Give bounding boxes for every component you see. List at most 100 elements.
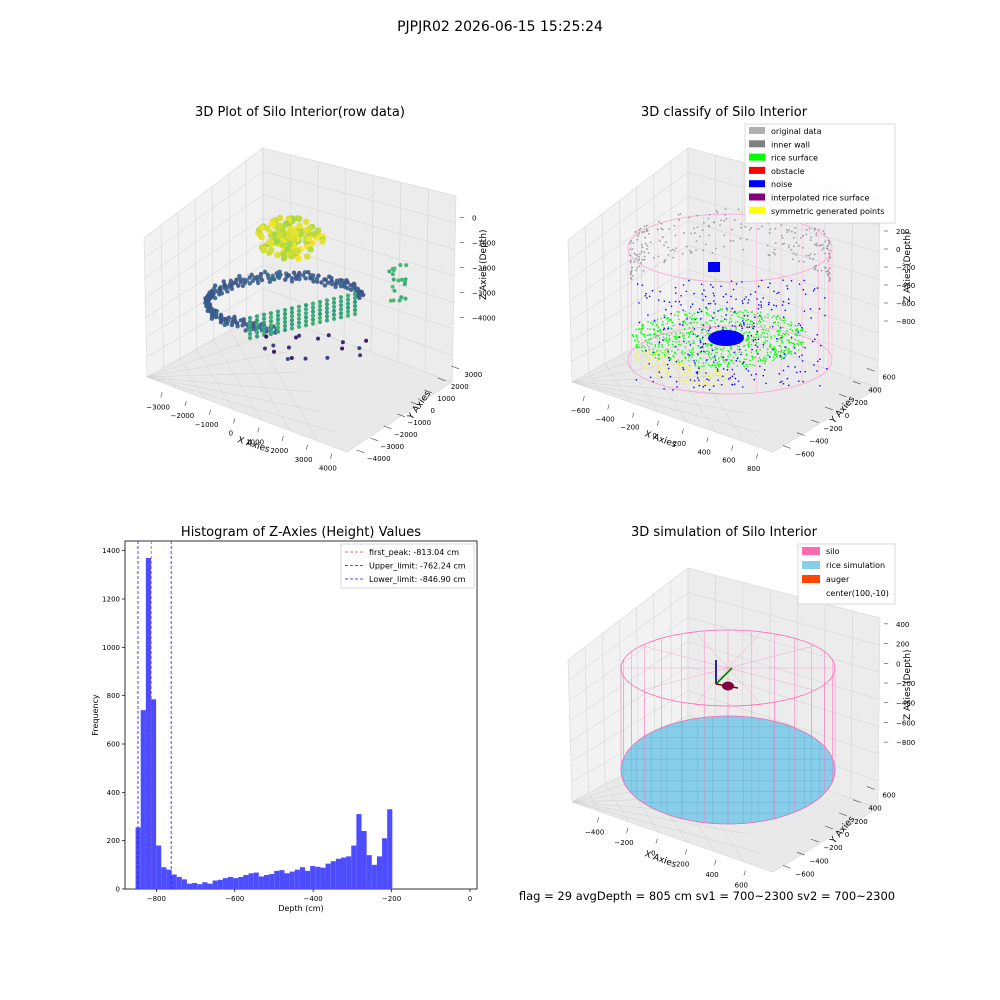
noise-point [752, 327, 755, 330]
data-point [235, 324, 240, 329]
noise-point [813, 364, 815, 366]
noise-point [749, 293, 752, 296]
rice-point [711, 347, 713, 349]
rice-point [649, 328, 651, 330]
rice-point [698, 311, 700, 314]
rice-point [632, 336, 635, 338]
y-tick-label: 1200 [102, 596, 120, 604]
symmetric-point [696, 381, 698, 384]
classify-z-tick-label: −400 [896, 282, 915, 290]
raw-z-tick-label: 0 [472, 215, 476, 223]
rice-point [710, 315, 713, 317]
rice-point [760, 324, 763, 327]
data-point [345, 280, 350, 285]
rice-point [776, 355, 778, 358]
symmetric-point [651, 355, 654, 358]
tick-mark [681, 429, 684, 435]
histogram-reference-lines [137, 541, 172, 889]
data-point [296, 320, 302, 325]
noise-point [741, 300, 744, 302]
y-tick-label: 0 [116, 886, 120, 894]
auger-body [722, 681, 734, 691]
wall-point [629, 248, 632, 251]
tick-mark [810, 419, 819, 423]
rice-point [642, 344, 644, 347]
symmetric-point [698, 372, 700, 375]
rice-point [705, 312, 708, 315]
noise-point [757, 307, 760, 310]
rice-point [769, 326, 771, 328]
tick-mark [370, 437, 379, 442]
legend-label: noise [771, 180, 792, 189]
rice-point [783, 322, 786, 324]
data-point [340, 340, 345, 345]
symmetric-point [657, 368, 660, 370]
tick-mark [397, 413, 406, 418]
noise-point [769, 282, 771, 285]
grid-line [397, 182, 402, 363]
wall-point [659, 240, 661, 242]
noise-point [714, 355, 716, 357]
wall-point [814, 268, 817, 270]
classify-y-tick-label: 200 [854, 399, 867, 407]
symmetric-point [688, 376, 690, 379]
noise-point [682, 366, 684, 369]
data-point [357, 346, 362, 351]
symmetric-point [683, 379, 686, 382]
data-point [397, 298, 402, 303]
symmetric-point [694, 374, 696, 377]
rice-point [706, 358, 709, 361]
symmetric-point [663, 349, 666, 351]
histogram-x-ticks: −800 −600 −400 −200 0 [147, 889, 472, 903]
wall-point [774, 227, 777, 230]
noise-point [799, 324, 802, 327]
noise-point [709, 327, 711, 329]
noise-point [693, 359, 695, 362]
rice-point [711, 343, 713, 345]
noise-point [700, 346, 702, 349]
rice-point [732, 356, 735, 359]
noise-point [693, 386, 695, 389]
rice-point [709, 343, 712, 345]
wall-point [689, 232, 692, 235]
rice-point [757, 321, 760, 323]
rice-point [736, 364, 739, 367]
wall-point [715, 209, 718, 212]
data-point [280, 255, 288, 262]
rice-point [689, 331, 692, 334]
raw-y-tick-label: −4000 [367, 455, 391, 463]
raw-z-ticks: 0−1000−2000−3000−4000 [460, 215, 496, 323]
rice-point [759, 359, 762, 361]
symmetric-point [699, 380, 701, 383]
data-point [322, 283, 328, 288]
wall-point [822, 247, 825, 250]
noise-point [743, 298, 746, 300]
rice-point [728, 321, 731, 324]
wall-point [827, 270, 829, 273]
noise-point [702, 324, 705, 327]
data-point [403, 296, 408, 301]
symmetric-point [687, 375, 689, 377]
noise-point [811, 340, 814, 343]
symmetric-point [649, 357, 651, 360]
wall-point [828, 272, 831, 275]
grid-line [670, 161, 672, 328]
noise-point [645, 292, 647, 295]
legend-label: first_peak: -813.04 cm [369, 548, 459, 557]
rice-point [796, 342, 799, 345]
rice-point [742, 345, 745, 347]
rice-point [668, 318, 671, 321]
tick-mark [160, 392, 163, 398]
rice-point [730, 320, 733, 323]
noise-point [798, 322, 800, 325]
rice-point [688, 322, 691, 324]
data-point [243, 328, 248, 333]
rice-point [667, 344, 670, 346]
data-point [310, 321, 316, 326]
rice-point [770, 335, 772, 338]
data-point [219, 291, 225, 296]
symmetric-point [650, 350, 652, 353]
rice-point [649, 337, 652, 340]
rice-point [796, 334, 799, 337]
